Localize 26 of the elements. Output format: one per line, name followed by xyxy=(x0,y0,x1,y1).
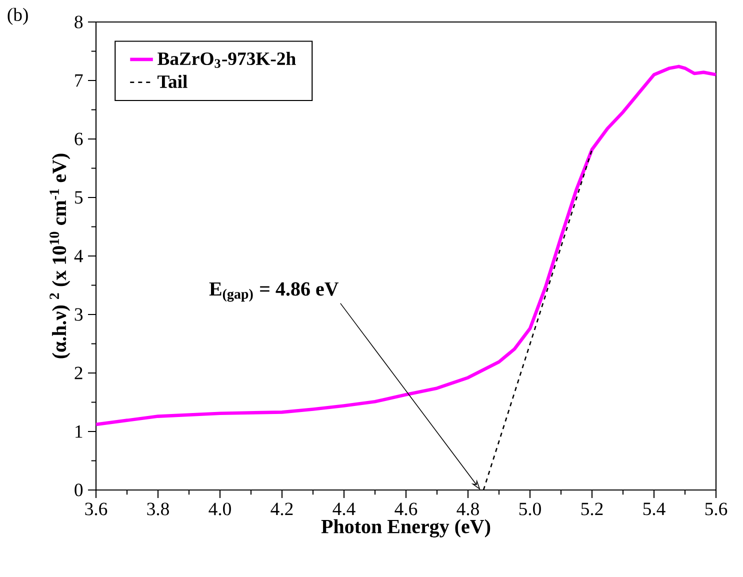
y-tick-label: 2 xyxy=(74,366,82,380)
x-tick-label: 4.6 xyxy=(394,502,418,516)
y-tick-label: 4 xyxy=(74,250,84,262)
x-tick-label: 3.8 xyxy=(147,502,169,516)
y-tick-label: 3 xyxy=(74,308,83,321)
y-tick-label: 8 xyxy=(74,16,83,28)
y-tick-label: 1 xyxy=(76,425,82,438)
y-tick-label: 0 xyxy=(74,484,83,496)
x-tick-label: 5.0 xyxy=(519,502,541,516)
x-tick-label: 4.0 xyxy=(208,502,231,516)
y-axis-title: (α.h.ν) $^{2}$ (x 10$^{10}$ cm$^{-1}$ eV) xyxy=(50,154,70,358)
y-tick-label: 5 xyxy=(75,191,83,204)
text: (b) xyxy=(8,8,28,25)
x-tick-label: 4.2 xyxy=(270,502,293,516)
legend-label: Tail xyxy=(158,74,188,88)
x-axis-title: Photon Energy (eV) xyxy=(321,519,490,538)
x-tick-label: 5.2 xyxy=(581,502,603,516)
y-tick-label: 6 xyxy=(74,132,83,146)
x-tick-label: 5.4 xyxy=(643,502,666,516)
y-tick-label: 7 xyxy=(75,74,83,87)
x-tick-label: 5.6 xyxy=(705,502,728,516)
x-tick-label: 4.4 xyxy=(332,502,356,516)
x-tick-label: 3.6 xyxy=(85,502,108,516)
annotation: E$_{(gap)}$ = 4.86 eV xyxy=(209,282,339,302)
legend-label: BaZrO$_{3}$-973K-2h xyxy=(158,52,296,68)
x-tick-label: 4.8 xyxy=(456,502,479,516)
